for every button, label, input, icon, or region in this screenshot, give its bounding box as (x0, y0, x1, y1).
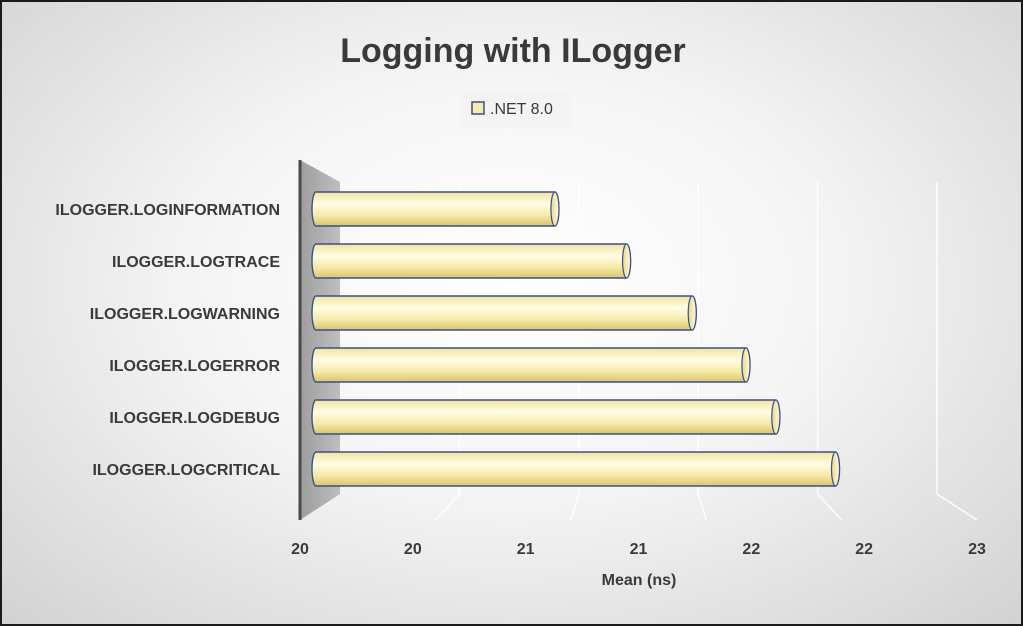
bar (311, 399, 781, 435)
bar-end-cap (771, 399, 781, 435)
legend-swatch (471, 101, 485, 115)
bar (311, 295, 697, 331)
x-tick-label: 20 (404, 541, 422, 558)
category-label: ILOGGER.LOGTRACE (112, 254, 280, 271)
x-tick-label: 22 (855, 541, 873, 558)
x-tick-label: 21 (630, 541, 648, 558)
floor-gridline (570, 493, 580, 521)
floor-gridline (936, 493, 978, 521)
floor-gridline (817, 493, 843, 521)
chart-title: Logging with ILogger (340, 32, 686, 70)
floor-gridline (434, 493, 460, 521)
floor-gridline (697, 493, 707, 521)
bar-body (311, 191, 560, 227)
bar-body (311, 243, 632, 279)
legend: .NET 8.0 (460, 92, 572, 128)
bar-body (311, 347, 751, 383)
category-label: ILOGGER.LOGERROR (109, 358, 280, 375)
category-label: ILOGGER.LOGCRITICAL (92, 462, 280, 479)
x-tick-label: 20 (291, 541, 309, 558)
bar-body (311, 451, 841, 487)
category-label: ILOGGER.LOGWARNING (90, 306, 280, 323)
x-tick-label: 22 (742, 541, 760, 558)
x-tick-label: 23 (968, 541, 986, 558)
bar (311, 451, 841, 487)
bar-body (311, 295, 697, 331)
bar (311, 191, 560, 227)
bar-end-cap (741, 347, 751, 383)
bar-end-cap (687, 295, 697, 331)
bar-end-cap (830, 451, 841, 487)
bar (311, 347, 751, 383)
bar (311, 243, 632, 279)
category-label: ILOGGER.LOGINFORMATION (55, 202, 280, 219)
x-tick-label: 21 (517, 541, 535, 558)
bar-end-cap (550, 191, 560, 227)
legend-label: .NET 8.0 (490, 101, 553, 118)
plot-area: ILOGGER.LOGINFORMATION ILOGGER.LOGTRACE IL… (55, 160, 986, 558)
category-label: ILOGGER.LOGDEBUG (109, 410, 280, 427)
bar-body (311, 399, 781, 435)
x-axis-title: Mean (ns) (602, 572, 677, 589)
bar-end-cap (621, 243, 632, 279)
